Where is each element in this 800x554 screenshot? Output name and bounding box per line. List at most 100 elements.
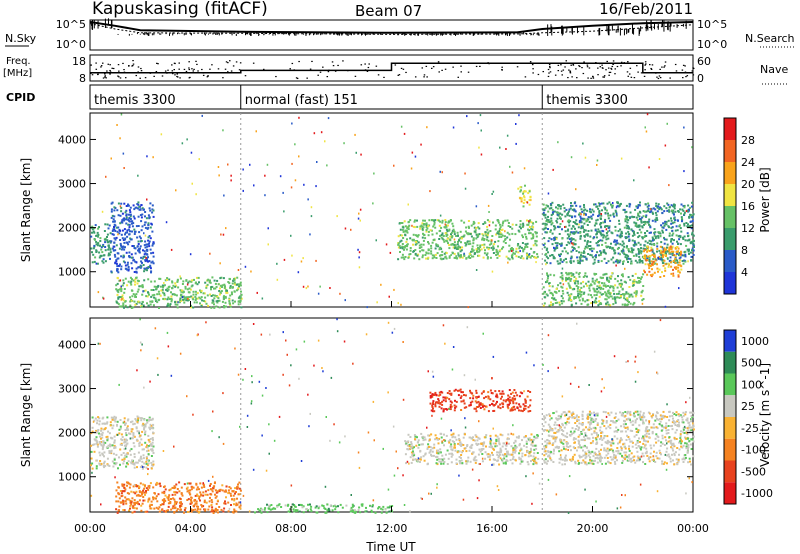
heatmap-cell xyxy=(445,257,448,260)
heatmap-cell xyxy=(202,300,205,302)
heatmap-cell xyxy=(145,491,148,494)
heatmap-cell xyxy=(490,446,493,449)
heatmap-cell xyxy=(488,246,491,249)
heatmap-cell xyxy=(200,504,203,506)
heatmap-cell xyxy=(528,226,531,228)
heatmap-cell xyxy=(661,271,663,274)
heatmap-cell xyxy=(115,416,117,419)
heatmap-cell xyxy=(175,284,178,287)
heatmap-speckle xyxy=(320,131,323,134)
heatmap-cell xyxy=(505,453,508,456)
heatmap-cell xyxy=(555,220,558,222)
heatmap-cell xyxy=(574,296,577,299)
heatmap-cell xyxy=(669,256,672,259)
heatmap-speckle xyxy=(179,275,181,278)
heatmap-cell xyxy=(624,280,627,283)
heatmap-cell xyxy=(557,262,560,265)
heatmap-cell xyxy=(575,204,578,207)
nave-dot xyxy=(467,71,470,73)
heatmap-cell xyxy=(492,454,494,456)
heatmap-cell xyxy=(597,228,600,231)
heatmap-cell xyxy=(146,227,149,230)
heatmap-speckle xyxy=(344,299,346,302)
heatmap-speckle xyxy=(294,179,297,182)
heatmap-cell xyxy=(654,237,657,240)
heatmap-cell xyxy=(149,209,152,212)
heatmap-cell xyxy=(548,207,551,210)
heatmap-cell xyxy=(183,298,186,301)
heatmap-cell xyxy=(90,450,93,453)
heatmap-cell xyxy=(149,507,152,510)
heatmap-cell xyxy=(485,234,488,237)
heatmap-cell xyxy=(96,419,99,422)
heatmap-cell xyxy=(155,495,158,498)
heatmap-cell xyxy=(636,225,638,228)
heatmap-cell xyxy=(593,288,596,291)
heatmap-cell xyxy=(597,290,600,293)
heatmap-cell xyxy=(607,289,610,292)
heatmap-speckle xyxy=(561,220,564,223)
heatmap-cell xyxy=(594,279,597,282)
heatmap-cell xyxy=(192,306,195,309)
heatmap-cell xyxy=(147,488,150,491)
nave-dot xyxy=(189,76,191,79)
heatmap-cell xyxy=(464,244,467,247)
nave-dot xyxy=(101,62,104,64)
heatmap-cell xyxy=(98,256,101,259)
heatmap-cell xyxy=(463,254,466,257)
heatmap-cell xyxy=(648,258,651,261)
heatmap-cell xyxy=(191,486,194,489)
heatmap-cell xyxy=(138,499,141,502)
nave-dot xyxy=(421,67,424,69)
heatmap-cell xyxy=(497,459,499,462)
heatmap-cell xyxy=(123,440,126,443)
heatmap-cell xyxy=(426,448,429,450)
heatmap-cell xyxy=(625,236,627,239)
heatmap-cell xyxy=(118,296,121,299)
heatmap-cell xyxy=(204,281,207,284)
heatmap-cell xyxy=(141,502,144,505)
heatmap-cell xyxy=(129,507,131,510)
heatmap-cell xyxy=(239,284,242,287)
heatmap-cell xyxy=(108,246,111,249)
heatmap-speckle xyxy=(506,134,509,137)
heatmap-cell xyxy=(607,214,610,217)
heatmap-cell xyxy=(119,425,122,428)
heatmap-cell xyxy=(122,421,125,424)
heatmap-speckle xyxy=(326,164,328,167)
heatmap-cell xyxy=(625,204,628,207)
heatmap-cell xyxy=(163,490,166,493)
heatmap-cell xyxy=(164,279,167,282)
heatmap-cell xyxy=(676,259,679,262)
heatmap-speckle xyxy=(316,161,318,163)
heatmap-cell xyxy=(110,270,113,273)
heatmap-cell xyxy=(613,292,616,295)
heatmap-cell xyxy=(670,240,672,243)
heatmap-cell xyxy=(512,451,515,454)
heatmap-cell xyxy=(551,292,554,295)
heatmap-cell xyxy=(472,238,475,241)
nave-dot xyxy=(208,72,210,74)
heatmap-cell xyxy=(477,453,480,456)
nave-dot xyxy=(576,77,578,79)
heatmap-cell xyxy=(222,510,225,513)
heatmap-cell xyxy=(640,276,643,279)
heatmap-cell xyxy=(186,486,189,489)
station-title: Kapuskasing (fitACF) xyxy=(92,0,268,19)
heatmap-cell xyxy=(676,229,679,232)
heatmap-cell xyxy=(632,280,635,283)
heatmap-cell xyxy=(126,492,129,495)
heatmap-cell xyxy=(397,235,400,238)
heatmap-cell xyxy=(122,501,125,504)
heatmap-cell xyxy=(144,259,147,262)
heatmap-speckle xyxy=(645,130,648,133)
heatmap-cell xyxy=(441,221,444,224)
heatmap-cell xyxy=(147,236,150,239)
heatmap-cell xyxy=(466,240,469,243)
heatmap-cell xyxy=(214,287,217,290)
heatmap-cell xyxy=(561,237,564,240)
nave-dot xyxy=(178,68,180,70)
heatmap-cell xyxy=(202,494,205,497)
heatmap-cell xyxy=(91,462,94,465)
heatmap-cell xyxy=(575,219,578,222)
